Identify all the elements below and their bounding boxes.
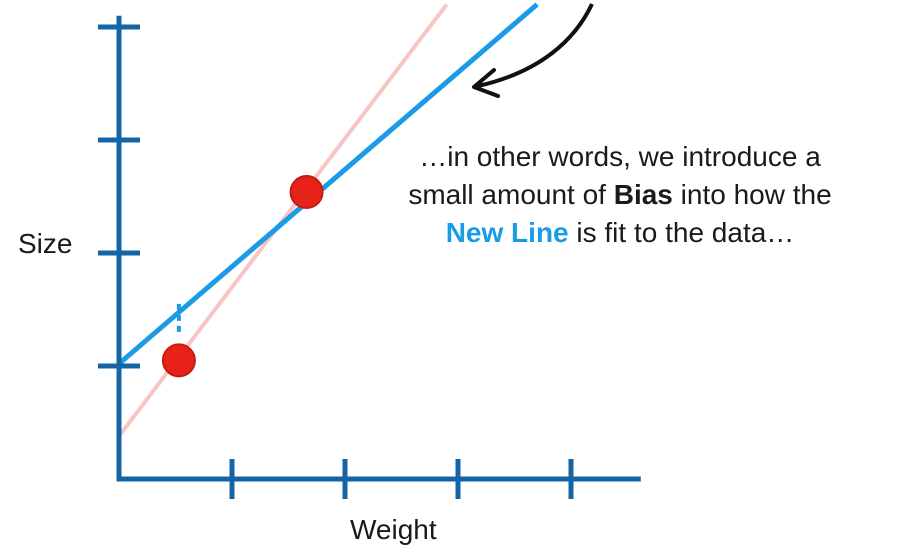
- axes: [98, 15, 641, 499]
- curved-arrow-shaft: [477, 3, 594, 88]
- annotation-new-line-word: New Line: [445, 217, 569, 248]
- annotation-line-2-after: into how the: [672, 179, 832, 210]
- curved-arrow-icon: [472, 3, 594, 98]
- annotation-line-3-after: is fit to the data…: [568, 217, 795, 248]
- annotation-line-2-before: small amount of: [408, 179, 614, 210]
- new-line: [117, 2, 539, 366]
- annotation-line-1: …in other words, we introduce a: [419, 141, 821, 172]
- annotation-line-3: New Line is fit to the data…: [360, 214, 880, 252]
- curved-arrow-head: [472, 68, 500, 98]
- data-points: [161, 174, 324, 378]
- annotation-bias-word: Bias: [613, 179, 673, 210]
- data-point-1: [161, 343, 196, 378]
- data-point-2: [289, 174, 324, 209]
- annotation-line-2: small amount of Bias into how the: [360, 176, 880, 214]
- x-axis-label: Weight: [350, 514, 437, 545]
- annotation-text: …in other words, we introduce a small am…: [360, 138, 880, 252]
- y-axis-label: Size: [18, 228, 73, 259]
